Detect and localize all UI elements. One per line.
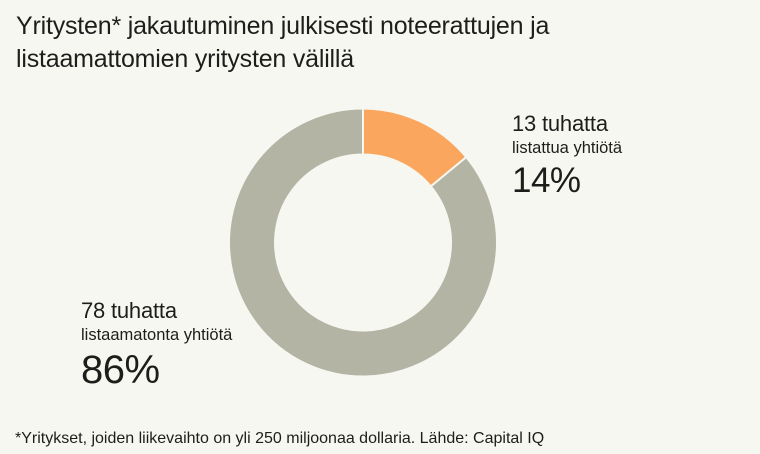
listed-percent-value: 14% [512, 161, 581, 200]
chart-title-line1: Yritysten* jakautuminen julkisesti notee… [16, 12, 550, 40]
chart-title-line2: listaamattomien yritysten välillä [16, 45, 354, 73]
unlisted-sublabel: listaamatonta yhtiötä [81, 326, 233, 344]
listed-sublabel: listattua yhtiötä [512, 139, 623, 157]
chart-title: Yritysten* jakautuminen julkisesti notee… [16, 10, 656, 76]
footnote: *Yritykset, joiden liikevaihto on yli 25… [15, 430, 545, 447]
listed-annotation: 13 tuhatta listattua yhtiötä 14% [512, 110, 622, 201]
listed-count-label: 13 tuhatta [512, 111, 608, 136]
unlisted-percent-value: 86% [81, 348, 160, 392]
unlisted-count-label: 78 tuhatta [81, 298, 177, 323]
donut-segment-unlisted [228, 107, 498, 378]
unlisted-annotation: 78 tuhatta listaamatonta yhtiötä 86% [81, 297, 232, 392]
